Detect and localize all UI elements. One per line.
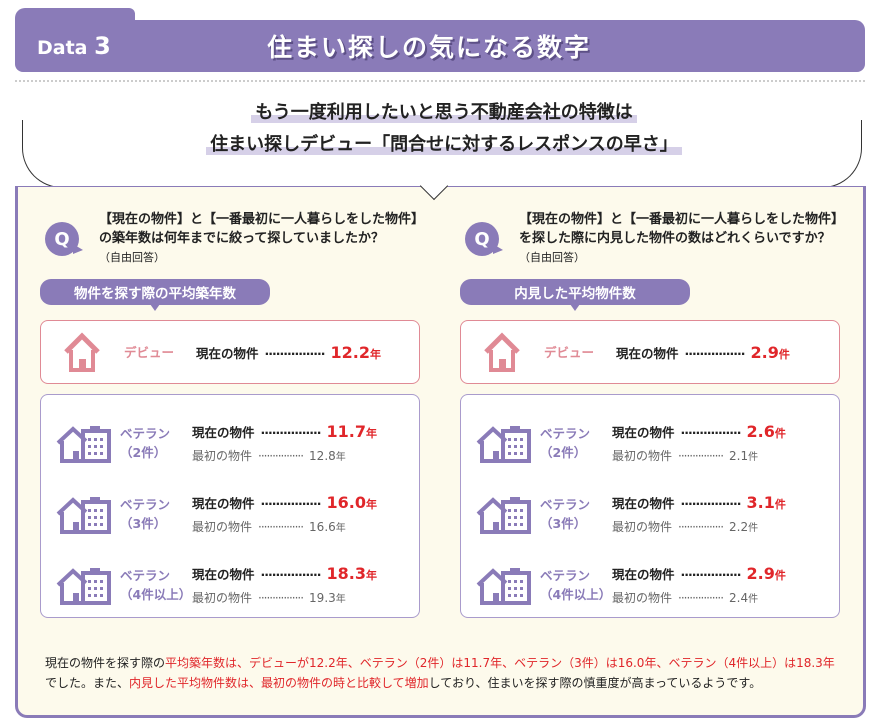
veteran-row: ベテラン （2件） 現在の物件 ················ 2.6件 最初の物件… xyxy=(461,407,839,478)
current-value: 3.1件 xyxy=(746,492,786,512)
current-value: 18.3年 xyxy=(326,563,377,583)
q-bubble-icon: Q xyxy=(465,222,503,256)
segment-name: ベテラン xyxy=(540,496,591,512)
segment-name: ベテラン xyxy=(120,567,171,583)
first-line: 最初の物件 ················ 2.1件 xyxy=(612,448,759,463)
first-value: 16.6年 xyxy=(309,519,346,534)
divider xyxy=(15,80,865,82)
segment-name: ベテラン xyxy=(540,425,591,441)
first-value: 2.2件 xyxy=(729,519,759,534)
question: Q 【現在の物件】と【一番最初に一人暮らしをした物件】の築年数は何年までに絞って… xyxy=(40,210,420,267)
section-label: 物件を探す際の平均築年数 xyxy=(40,279,270,311)
segment-sub: （3件） xyxy=(120,515,167,531)
current-value: 2.6件 xyxy=(746,421,786,441)
house-building-icon xyxy=(476,425,531,463)
q-bubble-icon: Q xyxy=(45,222,83,256)
first-value: 2.4件 xyxy=(729,590,759,605)
question-text: 【現在の物件】と【一番最初に一人暮らしをした物件】を探した際に内見した物件の数は… xyxy=(519,212,838,246)
debut-box: デビュー 現在の物件 ················ 2.9件 xyxy=(460,320,840,384)
first-value: 12.8年 xyxy=(309,448,346,463)
column-0: Q 【現在の物件】と【一番最初に一人暮らしをした物件】の築年数は何年までに絞って… xyxy=(40,210,420,618)
current-line: 現在の物件 ················ 16.0年 xyxy=(192,492,377,512)
summary-text: 現在の物件を探す際の平均築年数は、デビューが12.2年、ベテラン（2件）は11.… xyxy=(45,656,835,690)
current-line: 現在の物件 ················ 11.7年 xyxy=(192,421,377,441)
veteran-box: ベテラン （2件） 現在の物件 ················ 2.6件 最初の物件… xyxy=(460,394,840,618)
question-note: （自由回答） xyxy=(519,251,585,264)
segment-sub: （4件以上） xyxy=(540,586,612,602)
first-value: 19.3年 xyxy=(309,590,346,605)
question: Q 【現在の物件】と【一番最初に一人暮らしをした物件】を探した際に内見した物件の… xyxy=(460,210,840,267)
current-value: 11.7年 xyxy=(326,421,377,441)
section-label: 内見した平均物件数 xyxy=(460,279,690,311)
subtitle-line-1: もう一度利用したいと思う不動産会社の特徴は xyxy=(0,98,888,124)
house-building-icon xyxy=(476,496,531,534)
segment-sub: （2件） xyxy=(540,444,587,460)
subtitle-line-2: 住まい探しデビュー「問合せに対するレスポンスの早さ」 xyxy=(0,130,888,156)
current-line: 現在の物件 ················ 2.9件 xyxy=(612,563,786,583)
segment-sub: （4件以上） xyxy=(120,586,192,602)
column-1: Q 【現在の物件】と【一番最初に一人暮らしをした物件】を探した際に内見した物件の… xyxy=(460,210,840,618)
veteran-row: ベテラン （3件） 現在の物件 ················ 3.1件 最初の物件… xyxy=(461,478,839,549)
first-line: 最初の物件 ················ 2.4件 xyxy=(612,590,759,605)
question-note: （自由回答） xyxy=(99,251,165,264)
veteran-row: ベテラン （4件以上） 現在の物件 ················ 18.3年 最初… xyxy=(41,549,419,620)
veteran-box: ベテラン （2件） 現在の物件 ················ 11.7年 最初の物… xyxy=(40,394,420,618)
segment-name: ベテラン xyxy=(120,496,171,512)
question-text: 【現在の物件】と【一番最初に一人暮らしをした物件】の築年数は何年までに絞って探し… xyxy=(99,212,418,246)
current-value: 12.2年 xyxy=(330,342,381,362)
veteran-row: ベテラン （2件） 現在の物件 ················ 11.7年 最初の物… xyxy=(41,407,419,478)
current-line: 現在の物件 ················ 12.2年 xyxy=(196,342,381,362)
current-value: 2.9件 xyxy=(750,342,790,362)
house-building-icon xyxy=(56,567,111,605)
first-line: 最初の物件 ················ 12.8年 xyxy=(192,448,346,463)
segment-name: ベテラン xyxy=(540,567,591,583)
house-building-icon xyxy=(56,425,111,463)
first-line: 最初の物件 ················ 16.6年 xyxy=(192,519,346,534)
current-line: 現在の物件 ················ 2.6件 xyxy=(612,421,786,441)
data-label: Data 3 xyxy=(37,32,111,60)
current-line: 現在の物件 ················ 3.1件 xyxy=(612,492,786,512)
debut-box: デビュー 現在の物件 ················ 12.2年 xyxy=(40,320,420,384)
first-value: 2.1件 xyxy=(729,448,759,463)
first-line: 最初の物件 ················ 19.3年 xyxy=(192,590,346,605)
current-line: 現在の物件 ················ 18.3年 xyxy=(192,563,377,583)
current-value: 2.9件 xyxy=(746,563,786,583)
page-title: 住まい探しの気になる数字 xyxy=(267,33,592,62)
veteran-row: ベテラン （3件） 現在の物件 ················ 16.0年 最初の物… xyxy=(41,478,419,549)
current-line: 現在の物件 ················ 2.9件 xyxy=(616,342,790,362)
house-icon xyxy=(484,332,520,372)
segment-sub: （3件） xyxy=(540,515,587,531)
segment-name: デビュー xyxy=(544,344,595,360)
house-icon xyxy=(64,332,100,372)
house-building-icon xyxy=(476,567,531,605)
current-value: 16.0年 xyxy=(326,492,377,512)
house-building-icon xyxy=(56,496,111,534)
header-bar: Data 3 住まい探しの気になる数字 xyxy=(15,20,865,72)
segment-sub: （2件） xyxy=(120,444,167,460)
veteran-row: ベテラン （4件以上） 現在の物件 ················ 2.9件 最初の… xyxy=(461,549,839,620)
segment-name: デビュー xyxy=(124,344,175,360)
first-line: 最初の物件 ················ 2.2件 xyxy=(612,519,759,534)
segment-name: ベテラン xyxy=(120,425,171,441)
